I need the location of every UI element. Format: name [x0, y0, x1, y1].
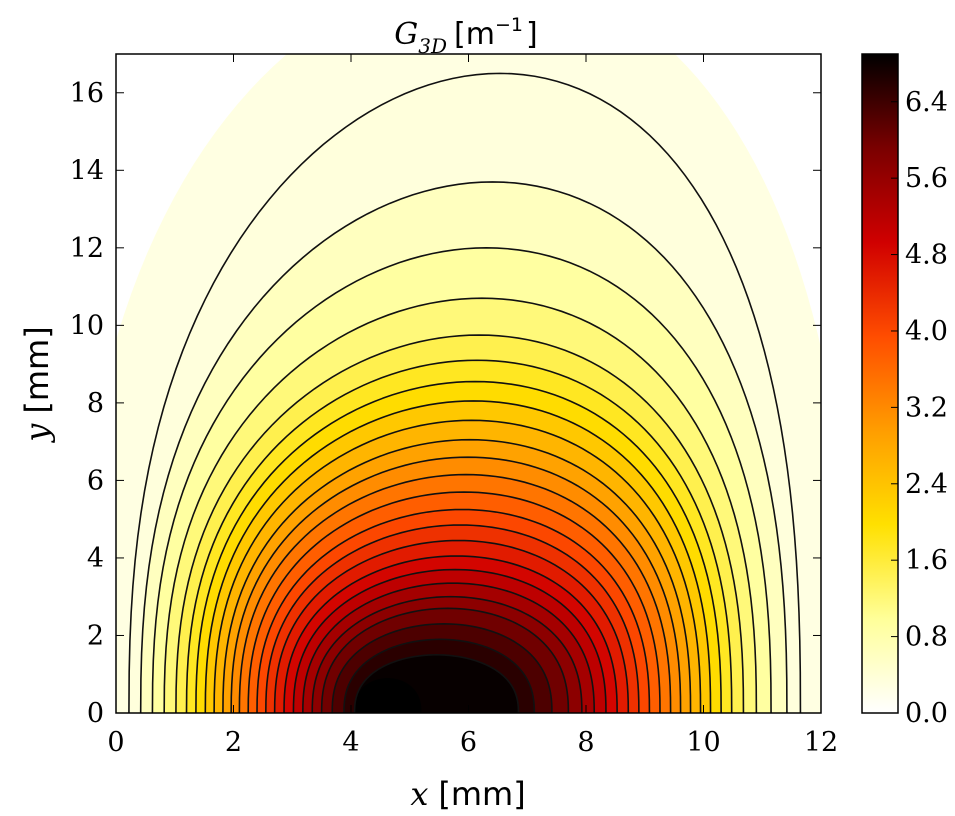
colorbar-tick-label: 1.6	[905, 545, 948, 576]
contour-line	[353, 654, 520, 713]
contour-line	[128, 72, 802, 713]
filled-contour-bands	[116, 54, 821, 713]
x-axis-unit: [mm]	[438, 775, 525, 813]
x-axis-title: x [mm]	[410, 775, 525, 813]
colorbar-tick-label: 0.8	[905, 622, 948, 653]
colorbar-tick-label: 0.0	[905, 698, 948, 729]
contour-line	[302, 582, 596, 713]
x-tick-label: 8	[577, 727, 594, 758]
y-tick-label: 16	[70, 78, 104, 109]
contour-line	[204, 400, 712, 713]
y-tick-label: 0	[87, 698, 104, 729]
contour-line	[256, 508, 651, 713]
x-tick-label: 12	[804, 727, 838, 758]
y-tick-label: 2	[87, 620, 104, 651]
title-unit-open: [m	[454, 17, 495, 52]
contour-line	[230, 456, 682, 713]
contour-line	[175, 334, 745, 713]
colorbar: 0.0 0.8 1.6 2.4 3.2 4.0 4.8 5.6 6.4	[861, 53, 948, 729]
contour-line	[139, 181, 788, 713]
title-unit-exponent: −1	[495, 14, 523, 36]
colorbar-ticks: 0.0 0.8 1.6 2.4 3.2 4.0 4.8 5.6 6.4	[891, 87, 948, 729]
y-tick-label: 4	[87, 543, 104, 574]
colorbar-frame	[861, 53, 899, 714]
x-tick-label: 2	[225, 727, 242, 758]
contour-line	[238, 473, 672, 713]
x-tick-label: 0	[107, 727, 124, 758]
y-axis: 0 2 4 6 8 10 12 14 16	[70, 78, 821, 729]
title-unit-close: ]	[526, 17, 538, 52]
x-axis: 0 2 4 6 8 10 12	[107, 54, 838, 758]
contour-line	[292, 568, 607, 713]
contour-core	[353, 678, 422, 713]
plot-area	[116, 54, 821, 713]
x-tick-label: 10	[686, 727, 720, 758]
contour-line	[320, 607, 570, 713]
contour-line	[283, 555, 618, 713]
contour-line	[195, 380, 722, 713]
y-axis-unit: [mm]	[18, 326, 56, 413]
contour-line	[247, 491, 661, 713]
chart-title: G3D [m−1]	[394, 14, 537, 58]
x-tick-label: 6	[460, 727, 477, 758]
y-tick-label: 12	[70, 233, 104, 264]
title-symbol: G	[394, 17, 418, 52]
y-tick-label: 10	[70, 310, 104, 341]
colorbar-gradient	[862, 54, 898, 713]
y-axis-symbol: y	[18, 423, 56, 444]
colorbar-tick-label: 4.8	[905, 240, 948, 271]
x-tick-label: 4	[342, 727, 359, 758]
contour-lines	[128, 72, 802, 713]
contour-line	[163, 297, 758, 713]
contour-line	[185, 359, 733, 713]
colorbar-tick-label: 3.2	[905, 392, 948, 423]
colorbar-tick-label: 6.4	[905, 87, 948, 118]
contour-line	[311, 595, 583, 713]
colorbar-tick-label: 4.0	[905, 316, 948, 347]
contour-line	[265, 524, 640, 713]
contour-line	[213, 419, 702, 713]
x-axis-symbol: x	[410, 775, 428, 813]
y-tick-label: 14	[70, 155, 104, 186]
y-tick-label: 8	[87, 388, 104, 419]
y-axis-title: y [mm]	[18, 326, 56, 443]
contour-line	[222, 438, 692, 713]
contour-line	[151, 247, 772, 713]
contour-line	[343, 638, 536, 713]
colorbar-tick-label: 2.4	[905, 469, 948, 500]
contour-line	[273, 539, 630, 713]
colorbar-tick-label: 5.6	[905, 163, 948, 194]
y-tick-label: 6	[87, 465, 104, 496]
contour-line	[331, 623, 553, 713]
